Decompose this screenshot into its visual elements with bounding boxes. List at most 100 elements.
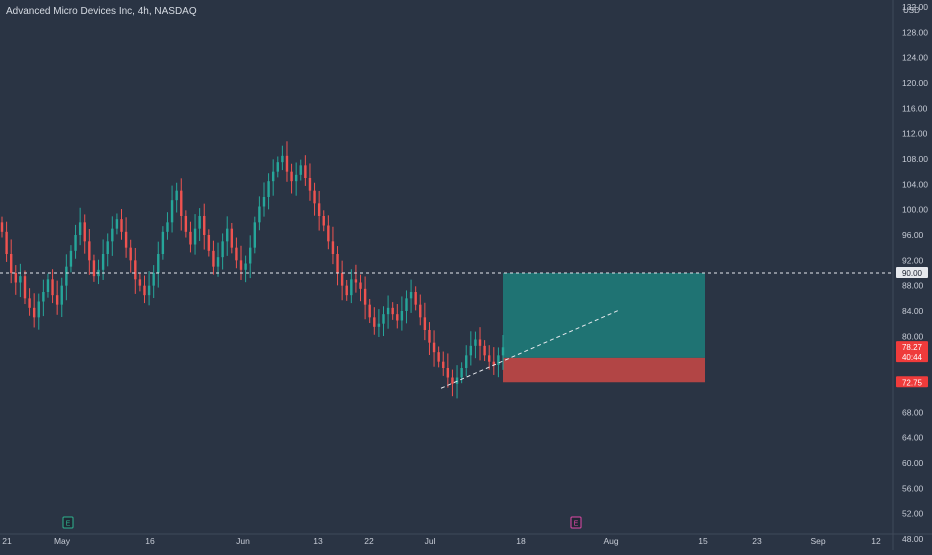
candle-body bbox=[5, 231, 8, 254]
y-tick-label: 60.00 bbox=[902, 458, 924, 468]
candle-body bbox=[203, 216, 206, 235]
candle-body bbox=[396, 314, 399, 321]
candle-body bbox=[239, 260, 243, 270]
candle-body bbox=[382, 314, 385, 324]
candles-group bbox=[0, 141, 505, 399]
candle-body bbox=[69, 250, 73, 267]
candle-body bbox=[198, 216, 201, 229]
candle-body bbox=[400, 311, 404, 321]
candle-body bbox=[437, 352, 440, 362]
candle-body bbox=[290, 171, 293, 182]
candle-body bbox=[212, 250, 215, 267]
stop-price-label-bg bbox=[896, 376, 928, 388]
y-tick-label: 128.00 bbox=[902, 27, 928, 37]
candle-body bbox=[14, 273, 17, 283]
profit-zone bbox=[503, 273, 705, 358]
candle-body bbox=[28, 298, 31, 308]
x-tick-label: 13 bbox=[313, 536, 323, 546]
candle-body bbox=[455, 377, 459, 384]
price-axis[interactable]: USD 48.00 52.00 56.00 60.00 64.00 68.00 80.00 84… bbox=[892, 0, 928, 550]
candle-body bbox=[32, 307, 36, 318]
candle-body bbox=[488, 355, 491, 362]
x-tick-label: 15 bbox=[698, 536, 708, 546]
candle-body bbox=[143, 285, 146, 296]
y-tick-label: 116.00 bbox=[902, 103, 928, 113]
candle-body bbox=[465, 355, 468, 368]
candle-body bbox=[497, 355, 500, 365]
candle-body bbox=[111, 228, 114, 242]
candle-body bbox=[37, 301, 40, 318]
x-tick-label: 16 bbox=[145, 536, 155, 546]
candle-body bbox=[157, 254, 160, 273]
chart-title: Advanced Micro Devices Inc, 4h, NASDAQ bbox=[6, 6, 197, 17]
position-zone-group[interactable] bbox=[503, 273, 705, 383]
candle-body bbox=[313, 190, 316, 204]
candle-body bbox=[354, 279, 358, 283]
candle-body bbox=[184, 216, 188, 232]
candle-body bbox=[304, 165, 307, 178]
currency-label: USD bbox=[903, 6, 920, 15]
candle-body bbox=[442, 361, 445, 368]
candle-body bbox=[331, 241, 335, 254]
y-tick-label: 56.00 bbox=[902, 483, 924, 493]
candle-body bbox=[432, 342, 436, 353]
candle-body bbox=[317, 203, 321, 216]
candle-body bbox=[207, 235, 211, 251]
candle-body bbox=[267, 181, 270, 197]
candle-body bbox=[377, 323, 381, 327]
candle-body bbox=[423, 317, 427, 330]
x-tick-label: Aug bbox=[603, 536, 618, 546]
candle-body bbox=[9, 254, 13, 273]
candle-body bbox=[299, 165, 302, 175]
candle-body bbox=[391, 307, 394, 315]
candle-body bbox=[129, 247, 132, 261]
candle-body bbox=[340, 273, 344, 286]
candle-body bbox=[451, 377, 454, 384]
candle-body bbox=[124, 231, 128, 248]
candle-body bbox=[134, 260, 137, 280]
candle-body bbox=[368, 304, 371, 318]
candle-body bbox=[161, 231, 165, 254]
overlay-lines-group[interactable] bbox=[0, 272, 893, 389]
candle-body bbox=[46, 279, 50, 292]
candle-body bbox=[147, 285, 151, 296]
candle-body bbox=[74, 235, 77, 251]
candle-body bbox=[276, 162, 279, 172]
candle-body bbox=[170, 200, 174, 223]
candle-body bbox=[249, 247, 252, 264]
current-price-label: 78.27 bbox=[902, 343, 923, 352]
x-tick-label: 23 bbox=[752, 536, 762, 546]
candle-body bbox=[23, 276, 27, 299]
candle-body bbox=[414, 292, 417, 305]
x-tick-label: 12 bbox=[871, 536, 881, 546]
candle-body bbox=[446, 368, 450, 378]
candle-body bbox=[55, 295, 59, 305]
candle-body bbox=[294, 174, 298, 182]
candle-body bbox=[492, 361, 496, 365]
candle-body bbox=[115, 219, 119, 229]
candle-body bbox=[230, 228, 234, 248]
candle-body bbox=[409, 292, 413, 299]
y-tick-label: 80.00 bbox=[902, 331, 924, 341]
candle-body bbox=[60, 285, 63, 305]
candle-body bbox=[350, 279, 353, 296]
candle-body bbox=[345, 285, 348, 296]
candle-body bbox=[42, 292, 45, 302]
candle-body bbox=[359, 282, 362, 289]
y-tick-label: 104.00 bbox=[902, 179, 928, 189]
current-price-bg bbox=[896, 341, 928, 363]
candle-body bbox=[235, 247, 238, 261]
candle-body bbox=[152, 273, 155, 286]
candle-body bbox=[308, 178, 312, 191]
time-axis[interactable]: 21 May 16 Jun 13 22 Jul 18 Aug 15 23 Sep 12 bbox=[0, 533, 932, 546]
candle-body bbox=[78, 222, 82, 235]
candle-body bbox=[285, 155, 289, 172]
earnings-marker-icon bbox=[62, 516, 74, 529]
y-tick-label: 48.00 bbox=[902, 534, 924, 544]
candle-body bbox=[138, 279, 142, 286]
candle-body bbox=[19, 276, 22, 283]
